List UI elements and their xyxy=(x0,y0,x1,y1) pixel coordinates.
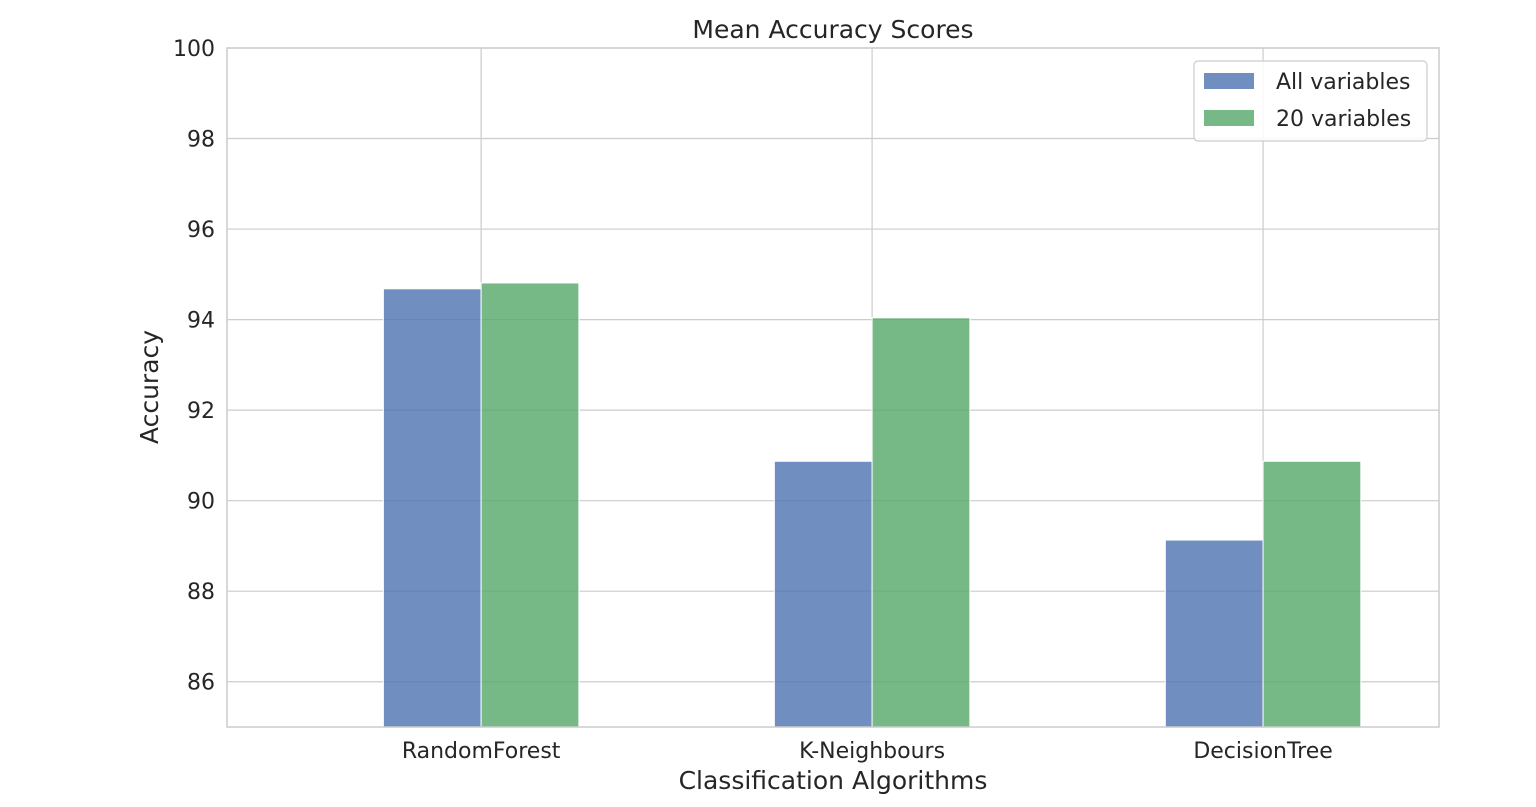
bars xyxy=(382,282,1362,728)
bar-all-variables-decisiontree xyxy=(1164,539,1264,728)
y-tick-label: 90 xyxy=(187,490,215,515)
plot-frame xyxy=(226,47,1440,728)
bar-20-variables-k-neighbours xyxy=(871,317,971,728)
bar-all-variables-randomforest xyxy=(382,288,482,728)
legend: All variables 20 variables xyxy=(1193,60,1428,142)
bar-20-variables-randomforest xyxy=(480,282,580,728)
bar-20-variables-decisiontree xyxy=(1262,460,1362,728)
y-tick-label: 92 xyxy=(187,399,215,424)
legend-swatch xyxy=(1204,110,1254,126)
y-tick-label: 100 xyxy=(173,37,215,62)
legend-label: 20 variables xyxy=(1276,107,1411,132)
y-tick-label: 86 xyxy=(187,671,215,696)
x-tick-label: K-Neighbours xyxy=(799,739,945,764)
x-tick-label: DecisionTree xyxy=(1193,739,1333,764)
bar-all-variables-k-neighbours xyxy=(773,460,873,728)
axis-ticks: 86 88 90 92 94 96 98 100 RandomForest K-Neighbour… xyxy=(173,37,1333,764)
y-tick-label: 94 xyxy=(187,309,215,334)
y-axis-label: Accuracy xyxy=(135,330,164,444)
y-tick-label: 88 xyxy=(187,580,215,605)
legend-label: All variables xyxy=(1276,70,1410,95)
legend-swatch xyxy=(1204,73,1254,89)
x-tick-label: RandomForest xyxy=(402,739,561,764)
y-tick-label: 96 xyxy=(187,218,215,243)
x-axis-label: Classification Algorithms xyxy=(679,766,988,795)
chart-title: Mean Accuracy Scores xyxy=(692,15,973,44)
y-tick-label: 98 xyxy=(187,128,215,153)
